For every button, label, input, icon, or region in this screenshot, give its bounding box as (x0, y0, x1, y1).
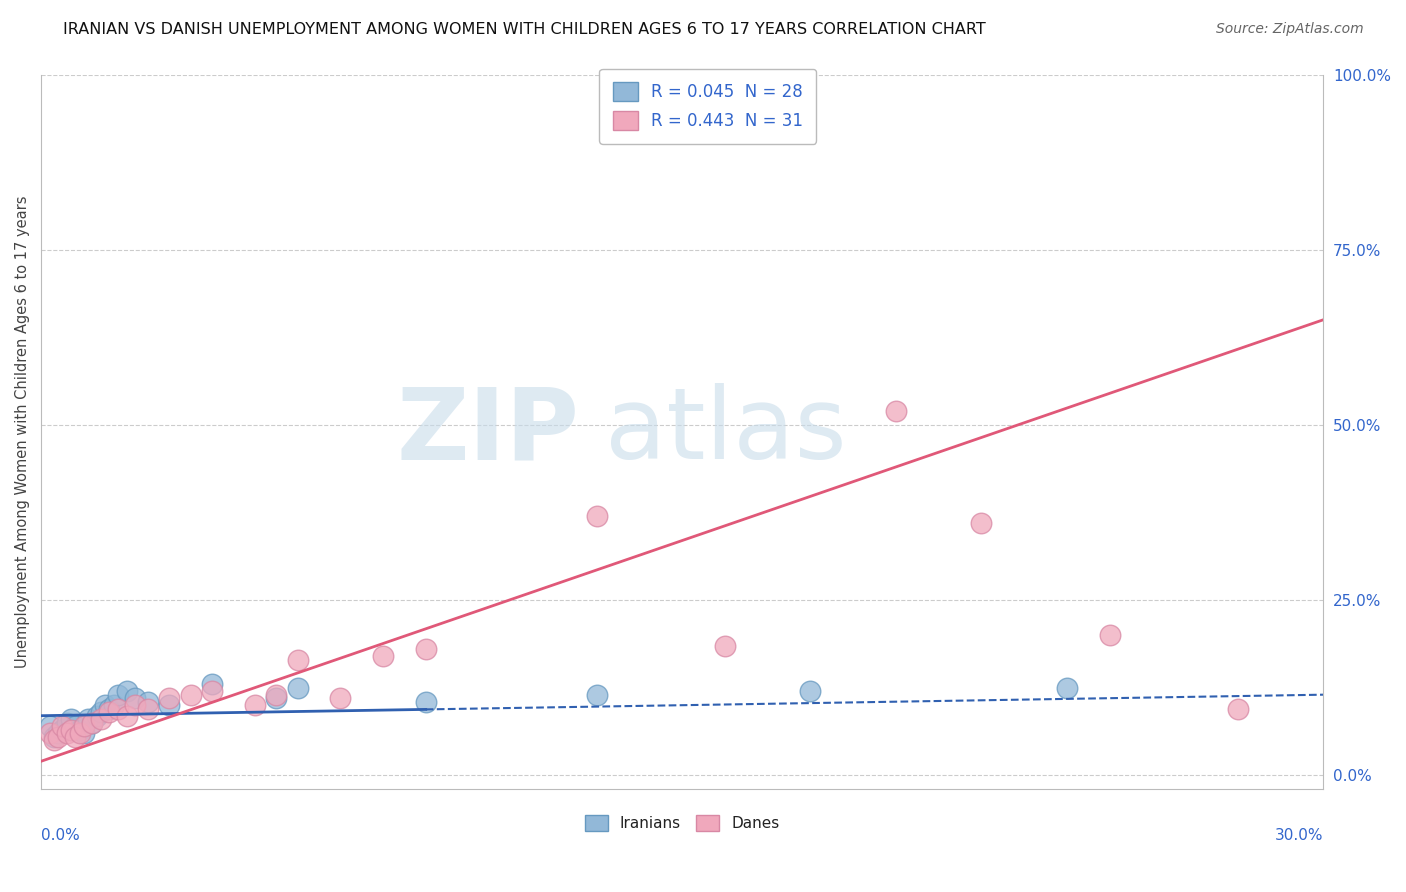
Point (51, 723, 73, 737)
Point (1098, 628, 1121, 642)
Point (107, 702, 129, 716)
Text: IRANIAN VS DANISH UNEMPLOYMENT AMONG WOMEN WITH CHILDREN AGES 6 TO 17 YEARS CORR: IRANIAN VS DANISH UNEMPLOYMENT AMONG WOM… (63, 22, 986, 37)
Point (1056, 681, 1078, 695)
Point (264, 691, 287, 706)
Point (60, 712, 83, 726)
Point (124, 691, 146, 706)
Point (65, 730, 87, 744)
Text: Source: ZipAtlas.com: Source: ZipAtlas.com (1216, 22, 1364, 37)
Point (90, 712, 112, 726)
Point (799, 684, 821, 698)
Point (55, 715, 77, 730)
Point (65, 719, 87, 733)
Point (201, 684, 224, 698)
Point (38, 719, 60, 733)
Point (201, 677, 224, 691)
Point (51, 719, 73, 733)
Point (136, 695, 159, 709)
Point (94, 698, 117, 713)
Point (73, 719, 96, 733)
Point (585, 688, 607, 702)
Point (714, 639, 737, 653)
Point (98, 702, 121, 716)
Point (60, 723, 83, 737)
Point (69, 726, 91, 740)
Point (42, 730, 65, 744)
Point (415, 642, 437, 657)
Point (46, 730, 69, 744)
Point (115, 684, 138, 698)
Point (180, 688, 202, 702)
Point (415, 695, 437, 709)
Point (42, 733, 65, 747)
Point (884, 404, 907, 418)
Point (107, 688, 129, 702)
Point (264, 688, 287, 702)
Point (103, 698, 125, 713)
Point (73, 726, 96, 740)
Point (82, 715, 104, 730)
Point (98, 705, 121, 719)
Point (55, 726, 77, 740)
Point (287, 681, 309, 695)
Point (115, 708, 138, 723)
Text: atlas: atlas (605, 384, 846, 481)
Point (585, 508, 607, 523)
Point (124, 698, 146, 713)
Point (157, 691, 180, 706)
Point (82, 715, 104, 730)
Y-axis label: Unemployment Among Women with Children Ages 6 to 17 years: Unemployment Among Women with Children A… (15, 195, 30, 668)
Point (77, 712, 100, 726)
Point (86, 708, 108, 723)
Legend: Iranians, Danes: Iranians, Danes (576, 807, 787, 838)
Point (243, 698, 266, 713)
Text: 0.0%: 0.0% (41, 828, 80, 843)
Point (329, 691, 352, 706)
Point (69, 723, 91, 737)
Text: ZIP: ZIP (396, 384, 579, 481)
Point (90, 705, 112, 719)
Point (38, 726, 60, 740)
Point (1226, 702, 1249, 716)
Point (136, 702, 159, 716)
Point (970, 516, 993, 530)
Point (46, 726, 69, 740)
Text: 30.0%: 30.0% (1275, 828, 1323, 843)
Point (157, 698, 180, 713)
Point (287, 653, 309, 667)
Point (371, 649, 394, 664)
